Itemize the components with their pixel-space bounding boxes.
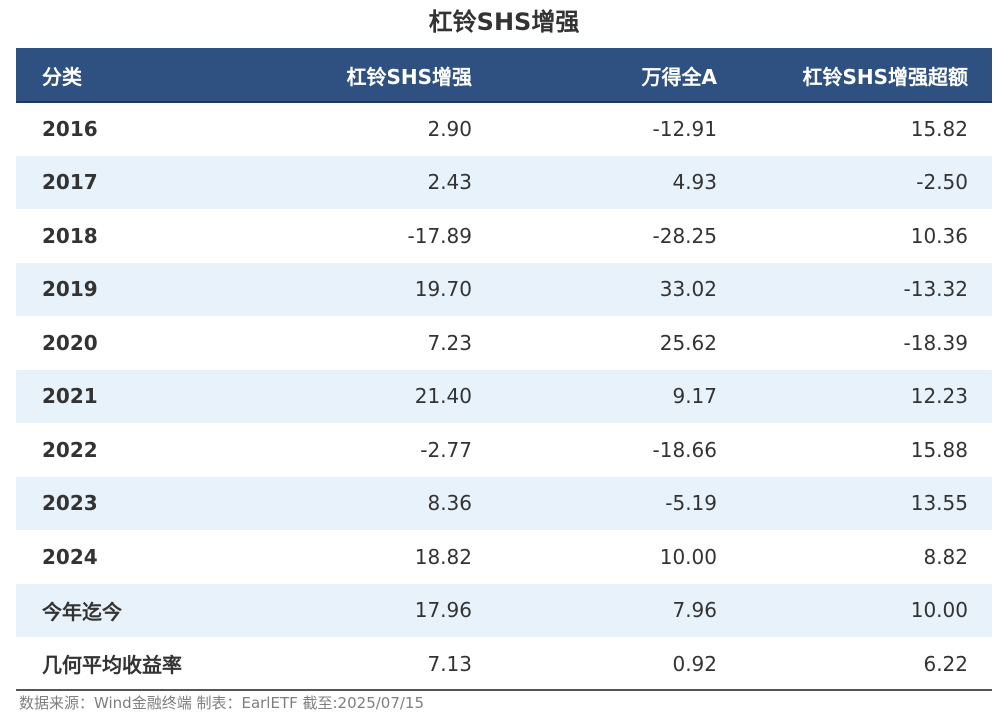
table-cell: 12.23 xyxy=(910,384,968,409)
table-cell: 33.02 xyxy=(659,277,717,302)
table-row: 2019 19.70 33.02 -13.32 xyxy=(16,262,992,316)
table-cell: 7.23 xyxy=(427,330,472,355)
table-cell: 19.70 xyxy=(414,277,472,302)
table-cell: 7.13 xyxy=(427,651,472,676)
table-cell: -28.25 xyxy=(652,223,717,248)
table-row: 2016 2.90 -12.91 15.82 xyxy=(16,102,992,156)
row-label: 2017 xyxy=(42,170,98,195)
header-divider xyxy=(16,101,992,103)
bottom-divider xyxy=(16,689,992,691)
table-cell: -2.50 xyxy=(916,170,968,195)
table-cell: 9.17 xyxy=(672,384,717,409)
column-header-excess-return: 杠铃SHS增强超额 xyxy=(802,64,968,89)
table-cell: 2.43 xyxy=(427,170,472,195)
table-cell: 13.55 xyxy=(910,491,968,516)
table-row: 2020 7.23 25.62 -18.39 xyxy=(16,316,992,370)
table-cell: -13.32 xyxy=(903,277,968,302)
table-row: 2023 8.36 -5.19 13.55 xyxy=(16,476,992,530)
table-row: 2021 21.40 9.17 12.23 xyxy=(16,369,992,423)
row-label: 2020 xyxy=(42,330,98,355)
row-label: 2018 xyxy=(42,223,98,248)
row-label: 2021 xyxy=(42,384,98,409)
table-cell: -18.39 xyxy=(903,330,968,355)
chart-title: 杠铃SHS增强 xyxy=(428,8,580,36)
row-label: 几何平均收益率 xyxy=(42,653,182,678)
table-row: 今年迄今 17.96 7.96 10.00 xyxy=(16,583,992,637)
table-cell: 10.00 xyxy=(659,544,717,569)
table-cell: -5.19 xyxy=(665,491,717,516)
source-note: 数据来源：Wind金融终端 制表：EarlETF 截至:2025/07/15 xyxy=(19,694,425,712)
table-cell: 25.62 xyxy=(659,330,717,355)
table-body: 2016 2.90 -12.91 15.82 2017 2.43 4.93 -2.50 2018… xyxy=(16,102,992,691)
column-header-category: 分类 xyxy=(42,64,82,89)
table-cell: -17.89 xyxy=(407,223,472,248)
table-cell: -2.77 xyxy=(420,437,472,462)
table-cell: 6.22 xyxy=(923,651,968,676)
table-cell: 0.92 xyxy=(672,651,717,676)
column-header-barbell-shs: 杠铃SHS增强 xyxy=(346,64,472,89)
table-cell: -18.66 xyxy=(652,437,717,462)
row-label: 2024 xyxy=(42,544,98,569)
row-label: 2023 xyxy=(42,491,98,516)
table-cell: 8.82 xyxy=(923,544,968,569)
table-cell: 2.90 xyxy=(427,116,472,141)
table-cell: 10.00 xyxy=(910,598,968,623)
data-table: 分类 杠铃SHS增强 万得全A 杠铃SHS增强超额 2016 2.90 -12.91… xyxy=(16,48,992,691)
table-cell: 17.96 xyxy=(414,598,472,623)
table-row: 2022 -2.77 -18.66 15.88 xyxy=(16,423,992,477)
table-header-row: 分类 杠铃SHS增强 万得全A 杠铃SHS增强超额 xyxy=(16,48,992,102)
row-label: 2022 xyxy=(42,437,98,462)
table-row: 2018 -17.89 -28.25 10.36 xyxy=(16,209,992,263)
table-row: 2024 18.82 10.00 8.82 xyxy=(16,530,992,584)
table-row: 几何平均收益率 7.13 0.92 6.22 xyxy=(16,637,992,691)
row-label: 今年迄今 xyxy=(42,599,122,624)
row-label: 2019 xyxy=(42,277,98,302)
table-cell: 4.93 xyxy=(672,170,717,195)
row-label: 2016 xyxy=(42,116,98,141)
table-cell: 18.82 xyxy=(414,544,472,569)
column-header-wind-all-a: 万得全A xyxy=(641,64,717,89)
table-cell: 21.40 xyxy=(414,384,472,409)
table-cell: -12.91 xyxy=(652,116,717,141)
table-cell: 15.88 xyxy=(910,437,968,462)
table-row: 2017 2.43 4.93 -2.50 xyxy=(16,155,992,209)
table-cell: 15.82 xyxy=(910,116,968,141)
table-cell: 8.36 xyxy=(427,491,472,516)
table-cell: 7.96 xyxy=(672,598,717,623)
table-cell: 10.36 xyxy=(910,223,968,248)
